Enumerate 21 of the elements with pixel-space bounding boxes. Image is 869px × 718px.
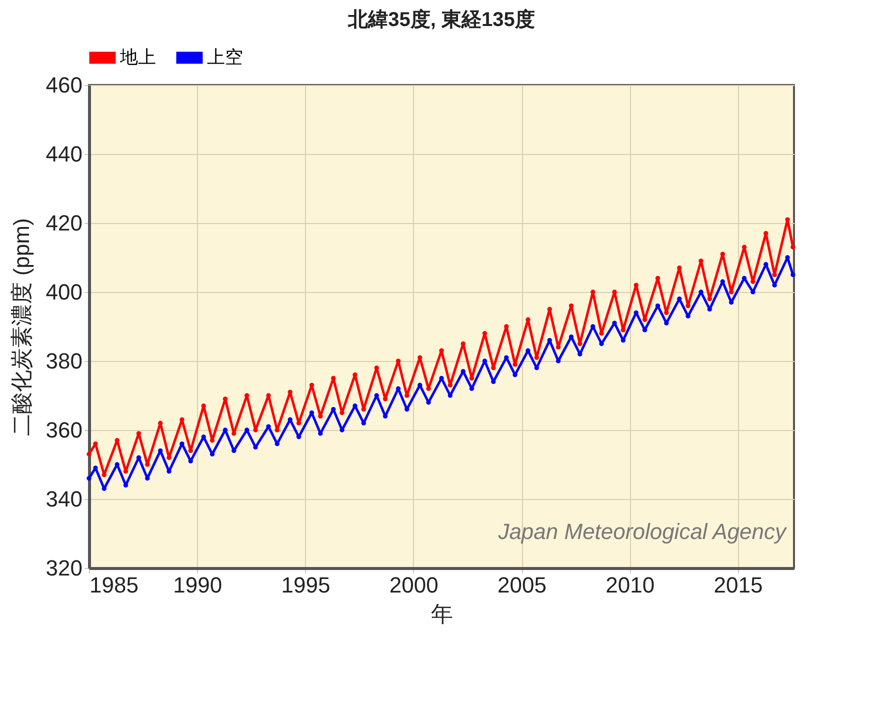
x-tick-label: 2000 — [389, 572, 438, 598]
x-tick-label: 2015 — [714, 572, 763, 598]
legend-label: 地上 — [119, 46, 156, 67]
x-tick-label: 1985 — [90, 572, 138, 598]
annotation: Japan Meteorological Agency — [497, 519, 788, 544]
y-tick-label: 400 — [46, 280, 82, 304]
x-axis-title: 年 — [431, 602, 453, 626]
legend-label: 上空 — [207, 46, 243, 67]
x-tick-label: 1995 — [281, 572, 330, 598]
y-tick-label: 360 — [46, 418, 82, 442]
y-tick-label: 380 — [46, 348, 82, 374]
x-tick-label: 2005 — [498, 572, 546, 598]
x-tick-label: 2010 — [606, 572, 655, 598]
chart-title: 北緯35度, 東経135度 — [347, 8, 535, 31]
y-tick-label: 440 — [46, 142, 82, 166]
y-tick-label: 420 — [46, 210, 82, 236]
y-tick-label: 340 — [46, 486, 82, 512]
y-tick-label: 460 — [46, 72, 82, 98]
y-axis-title: 二酸化炭素濃度 (ppm) — [8, 218, 34, 436]
x-tick-label: 1990 — [173, 572, 222, 598]
y-tick-label: 320 — [46, 556, 82, 580]
